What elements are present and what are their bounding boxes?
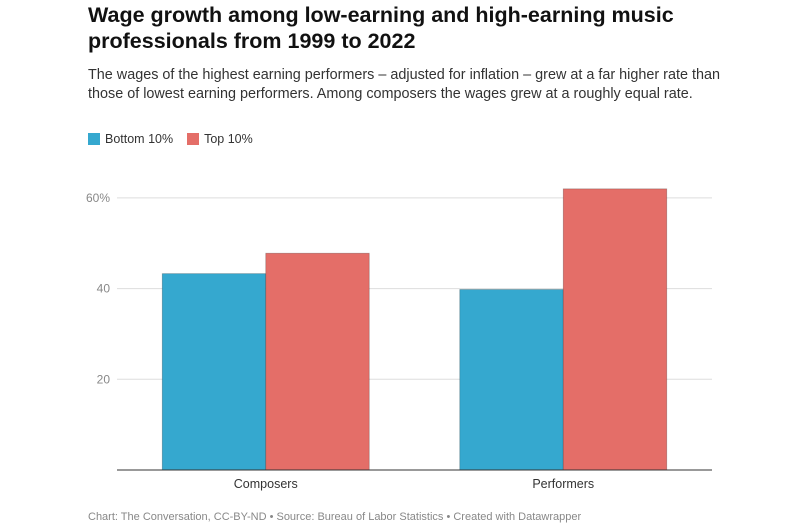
legend: Bottom 10% Top 10%	[88, 132, 253, 146]
bar	[459, 289, 564, 471]
bar	[265, 252, 370, 471]
y-tick-label: 40	[97, 282, 111, 296]
y-tick-label: 60%	[86, 191, 110, 205]
bar	[562, 188, 668, 471]
legend-swatch	[187, 133, 200, 145]
x-tick-label: Performers	[532, 477, 594, 491]
legend-label: Bottom 10%	[105, 132, 174, 146]
legend-item-bottom: Bottom 10%	[88, 132, 173, 146]
x-tick-label: Composers	[234, 477, 298, 491]
footer-credits: Chart: The Conversation, CC-BY-ND • Sour…	[88, 511, 582, 523]
legend-label: Top 10%	[204, 132, 253, 146]
y-tick-label: 20	[97, 372, 111, 386]
legend-item-top: Top 10%	[187, 132, 253, 146]
legend-swatch	[88, 133, 100, 145]
chart-title: Wage growth among low-earning and high-e…	[88, 3, 674, 53]
chart-subtitle: The wages of the highest earning perform…	[88, 67, 720, 102]
bar	[161, 273, 267, 471]
